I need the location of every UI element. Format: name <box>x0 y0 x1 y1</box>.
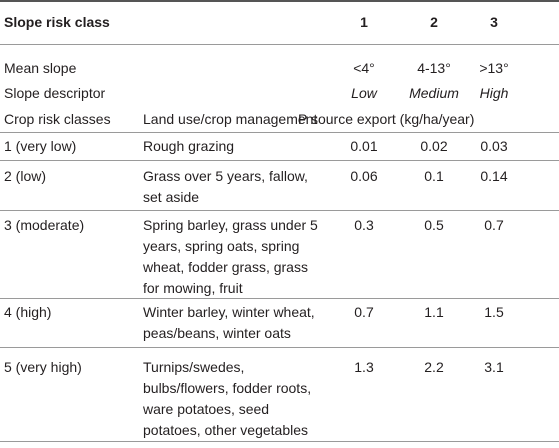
subheader: Crop risk classes <box>4 111 111 127</box>
land-use: ware potatoes, seed <box>143 401 270 417</box>
crop-risk-class: 1 (very low) <box>4 138 77 154</box>
export-value: 0.7 <box>484 217 504 233</box>
row-rule <box>0 160 559 161</box>
export-value: 0.7 <box>354 304 374 320</box>
land-use: Turnips/swedes, <box>143 359 245 375</box>
row-label: Slope descriptor <box>4 85 106 101</box>
header-title: Slope risk class <box>4 14 110 30</box>
slope-descriptor: High <box>479 85 509 101</box>
crop-risk-class: 5 (very high) <box>4 359 82 375</box>
row-rule <box>0 347 559 348</box>
subheader: Land use/crop management <box>143 111 318 127</box>
land-use: peas/beans, winter oats <box>143 325 291 341</box>
land-use: Grass over 5 years, fallow, <box>143 168 308 184</box>
column-header: 2 <box>430 14 438 30</box>
land-use: set aside <box>143 189 200 205</box>
subheader-rule <box>0 132 559 133</box>
export-value: 2.2 <box>424 359 444 375</box>
crop-risk-class: 2 (low) <box>4 168 47 184</box>
bottom-rule <box>0 441 559 442</box>
top-rule <box>0 0 559 2</box>
land-use: wheat, fodder grass, grass <box>143 259 308 275</box>
export-value: 0.3 <box>354 217 374 233</box>
land-use: potatoes, other vegetables <box>143 422 309 438</box>
land-use: years, spring oats, spring <box>143 238 300 254</box>
export-value: 0.14 <box>480 168 508 184</box>
crop-risk-class: 3 (moderate) <box>4 217 85 233</box>
land-use: Winter barley, winter wheat, <box>143 304 315 320</box>
export-value: 0.1 <box>424 168 444 184</box>
crop-risk-class: 4 (high) <box>4 304 52 320</box>
header-rule <box>0 44 559 45</box>
row-label: Mean slope <box>4 60 77 76</box>
land-use: Rough grazing <box>143 138 235 154</box>
export-value: 0.01 <box>350 138 378 154</box>
export-value: 0.06 <box>350 168 378 184</box>
export-value: 0.03 <box>480 138 508 154</box>
row-rule <box>0 298 559 299</box>
subheader: P source export (kg/ha/year) <box>298 111 475 127</box>
export-value: 3.1 <box>484 359 504 375</box>
land-use: Spring barley, grass under 5 <box>143 217 318 233</box>
column-header: 1 <box>360 14 368 30</box>
slope-range: <4° <box>353 60 375 76</box>
row-rule <box>0 210 559 211</box>
land-use: for mowing, fruit <box>143 280 243 296</box>
export-value: 0.5 <box>424 217 444 233</box>
slope-descriptor: Low <box>351 85 377 101</box>
export-value: 0.02 <box>420 138 448 154</box>
export-value: 1.1 <box>424 304 444 320</box>
slope-range: 4-13° <box>417 60 451 76</box>
export-value: 1.3 <box>354 359 374 375</box>
column-header: 3 <box>490 14 498 30</box>
export-value: 1.5 <box>484 304 504 320</box>
land-use: bulbs/flowers, fodder roots, <box>143 380 312 396</box>
slope-descriptor: Medium <box>409 85 459 101</box>
slope-range: >13° <box>479 60 509 76</box>
